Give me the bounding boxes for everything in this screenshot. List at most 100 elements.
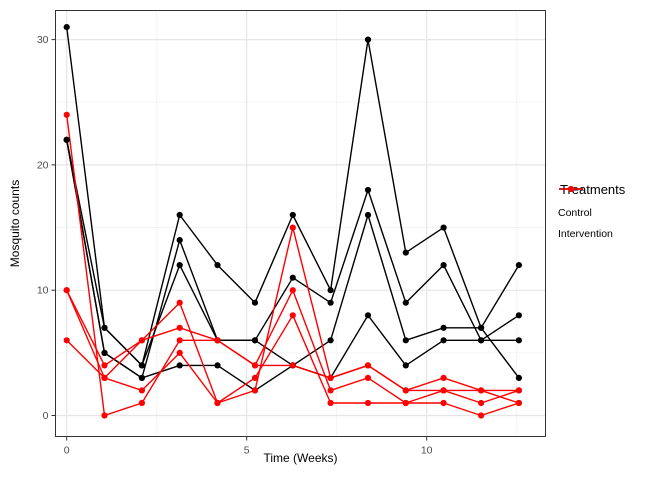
axis-ticks-layer: 0 10 20 30 0 5 10 <box>37 34 433 456</box>
data-point-control-4 <box>214 362 221 369</box>
data-point-control-3 <box>101 324 108 331</box>
data-point-intervention-3 <box>251 374 259 381</box>
data-point-intervention-1 <box>440 374 447 381</box>
data-point-control-4 <box>364 312 372 319</box>
data-point-intervention-4 <box>176 337 183 344</box>
x-axis-title: Time (Weeks) <box>263 451 337 465</box>
y-tick-label: 0 <box>43 410 49 422</box>
data-point-intervention-2 <box>364 374 372 381</box>
data-point-control-2 <box>402 299 409 306</box>
panel-border <box>55 10 546 437</box>
y-tick-label: 10 <box>37 285 49 297</box>
data-point-intervention-1 <box>101 362 108 369</box>
data-point-control-1 <box>63 24 70 31</box>
data-point-intervention-2 <box>176 324 183 331</box>
legend-label-control: Control <box>558 207 592 219</box>
data-point-control-3 <box>251 337 259 344</box>
data-point-control-4 <box>440 337 447 344</box>
data-point-intervention-3 <box>101 374 108 381</box>
legend: Treatments Control Intervention <box>558 182 668 249</box>
data-point-control-4 <box>515 337 523 344</box>
data-series-layer <box>63 24 523 419</box>
data-point-control-3 <box>402 337 409 344</box>
data-point-control-3 <box>478 324 485 331</box>
data-point-intervention-4 <box>327 374 334 381</box>
data-point-control-1 <box>440 224 447 231</box>
data-point-control-4 <box>138 374 145 381</box>
y-tick-label: 30 <box>37 34 49 46</box>
data-point-intervention-4 <box>101 412 108 419</box>
gridlines-layer <box>55 10 546 437</box>
legend-item-control: Control <box>558 186 668 219</box>
data-point-control-1 <box>327 287 334 294</box>
data-point-control-3 <box>440 324 447 331</box>
legend-label-intervention: Intervention <box>558 228 613 240</box>
data-point-control-4 <box>101 349 108 356</box>
data-point-intervention-1 <box>176 299 183 306</box>
legend-title: Treatments <box>560 182 626 197</box>
data-point-control-3 <box>138 362 145 369</box>
intervention-line-dot-icon <box>559 186 583 192</box>
data-point-control-2 <box>327 299 334 306</box>
data-point-control-1 <box>251 299 259 306</box>
data-point-control-1 <box>364 36 372 43</box>
data-point-intervention-3 <box>364 399 372 407</box>
data-point-control-3 <box>515 374 523 381</box>
data-point-intervention-3 <box>478 412 485 419</box>
data-point-intervention-2 <box>63 337 70 344</box>
data-point-control-1 <box>402 249 409 256</box>
data-point-control-2 <box>364 186 372 194</box>
data-point-control-1 <box>214 262 221 269</box>
data-point-control-4 <box>478 337 485 344</box>
data-point-control-2 <box>289 274 296 281</box>
data-point-intervention-3 <box>138 387 145 394</box>
data-point-intervention-3 <box>176 349 183 356</box>
data-point-intervention-4 <box>138 399 145 407</box>
data-point-intervention-1 <box>289 224 296 231</box>
data-point-intervention-4 <box>402 387 409 394</box>
data-point-control-1 <box>515 262 523 269</box>
data-point-intervention-4 <box>440 387 447 394</box>
data-point-intervention-3 <box>63 287 70 294</box>
data-point-intervention-3 <box>214 399 221 407</box>
data-point-control-3 <box>364 211 372 219</box>
data-point-control-1 <box>176 211 183 219</box>
data-point-intervention-4 <box>214 337 221 344</box>
data-point-intervention-2 <box>515 387 523 394</box>
x-tick-label: 10 <box>421 445 433 457</box>
data-point-intervention-3 <box>402 399 409 407</box>
data-point-control-4 <box>63 136 70 143</box>
data-point-intervention-1 <box>251 387 259 394</box>
data-point-intervention-4 <box>289 362 296 369</box>
data-point-intervention-4 <box>478 387 485 394</box>
data-point-intervention-3 <box>289 312 296 319</box>
data-point-intervention-4 <box>364 362 372 369</box>
y-axis-title: Mosquito counts <box>8 180 22 267</box>
series-line-control-3 <box>66 139 520 379</box>
data-point-control-2 <box>515 312 523 319</box>
legend-item-intervention: Intervention <box>558 186 668 240</box>
data-point-intervention-2 <box>138 337 145 344</box>
data-point-control-3 <box>176 262 183 269</box>
data-point-control-4 <box>176 362 183 369</box>
data-point-intervention-4 <box>515 399 523 407</box>
data-point-intervention-2 <box>327 387 334 394</box>
data-point-control-2 <box>440 262 447 269</box>
data-point-intervention-3 <box>440 399 447 407</box>
data-point-intervention-2 <box>478 399 485 407</box>
data-point-intervention-4 <box>63 111 70 118</box>
y-tick-label: 20 <box>37 159 49 171</box>
data-point-control-3 <box>327 337 334 344</box>
series-line-control-2 <box>66 139 520 379</box>
series-line-intervention-4 <box>66 114 520 417</box>
x-tick-label: 5 <box>244 445 250 457</box>
data-point-intervention-4 <box>251 362 259 369</box>
data-point-intervention-2 <box>289 287 296 294</box>
x-tick-label: 0 <box>64 445 70 457</box>
series-line-intervention-2 <box>66 289 520 404</box>
data-point-control-1 <box>289 211 296 219</box>
data-point-control-4 <box>402 362 409 369</box>
data-point-intervention-3 <box>327 399 334 407</box>
